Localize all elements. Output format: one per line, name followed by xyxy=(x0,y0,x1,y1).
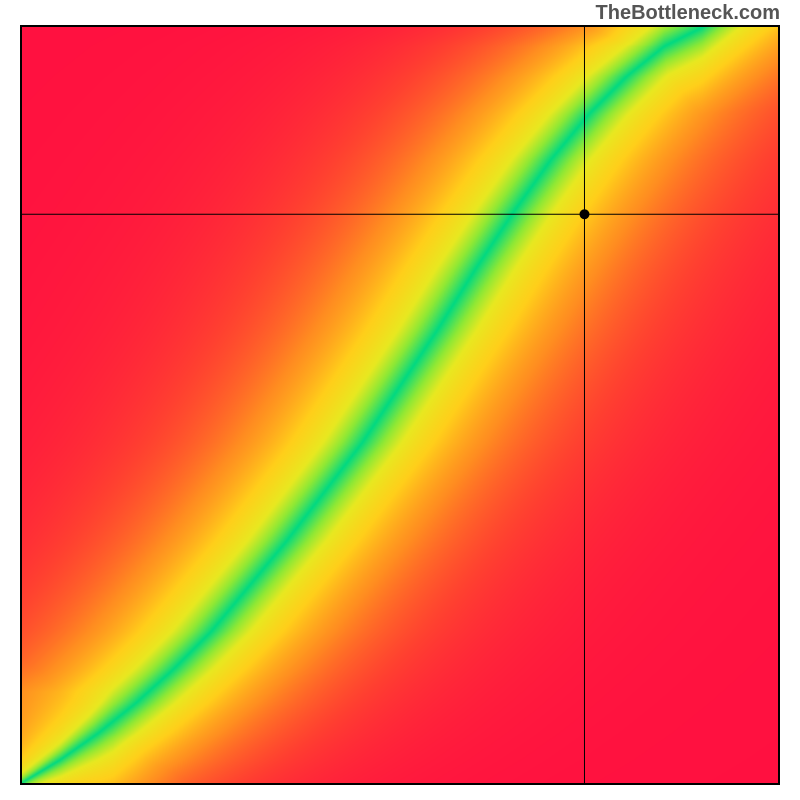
chart-container: TheBottleneck.com xyxy=(0,0,800,800)
bottleneck-heatmap xyxy=(20,25,780,785)
heatmap-canvas xyxy=(22,27,778,783)
watermark-text: TheBottleneck.com xyxy=(596,2,780,25)
